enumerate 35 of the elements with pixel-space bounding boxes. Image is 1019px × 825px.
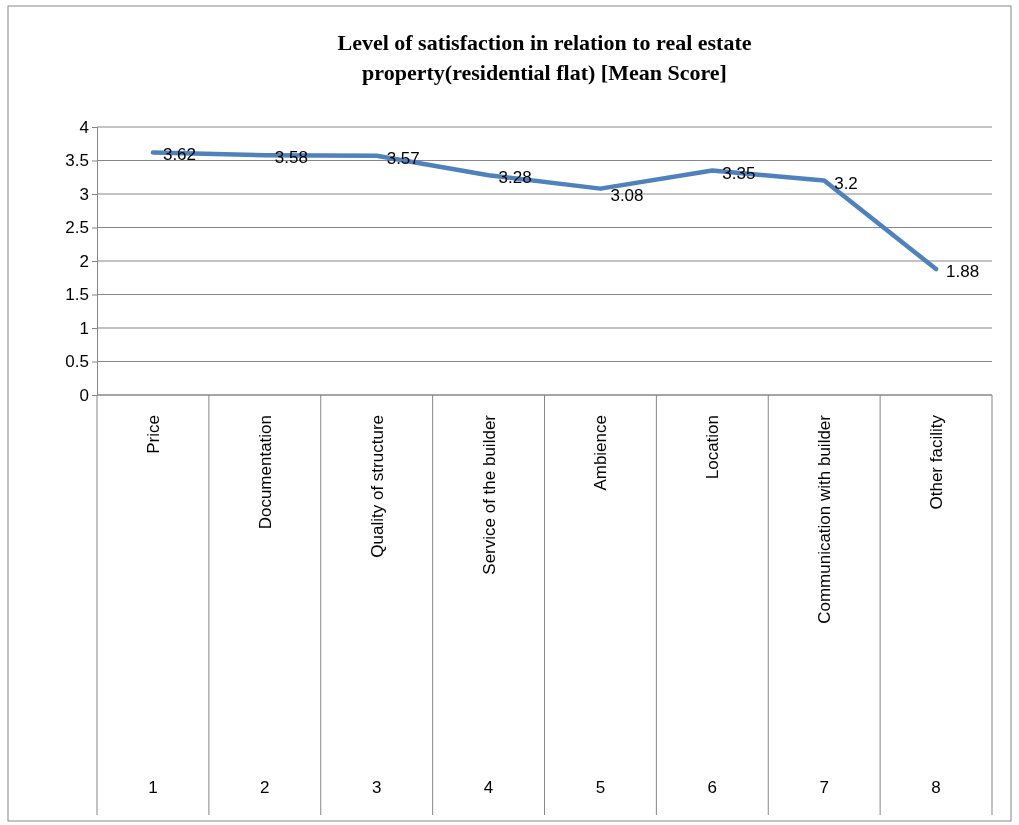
text: 4: [483, 778, 494, 797]
data-label: 3.2: [834, 173, 858, 193]
x-tick-label: Documentation: [255, 415, 275, 530]
data-label: 3.62: [162, 145, 197, 165]
text: 7: [819, 778, 829, 797]
data-label: 3.35: [722, 163, 756, 183]
x-tick-label: Service of the builder: [479, 414, 499, 575]
data-label: 3.08: [610, 185, 644, 205]
text: 8: [931, 778, 941, 797]
data-label: 3.58: [274, 148, 308, 168]
y-tick-label: 2.5: [65, 218, 89, 238]
x-tick-label: Quality of structure: [367, 415, 387, 558]
x-tick-label: Location: [703, 415, 723, 480]
data-label: 1.88: [946, 262, 980, 282]
y-tick-label: 1.5: [65, 285, 89, 305]
text: 3: [371, 778, 382, 797]
text: 6: [707, 778, 718, 797]
chart-title: Level of satisfaction in relation to real estate property(residential flat) [Mean Score]: [337, 30, 752, 85]
data-label: 3.28: [498, 168, 532, 188]
text: 5: [595, 778, 606, 797]
y-tick-label: 3.5: [65, 151, 89, 171]
x-tick-label: Other facility: [927, 414, 947, 510]
x-tick-label: Ambience: [591, 415, 611, 491]
y-tick-label: 3: [79, 184, 89, 204]
x-tick-label: Price: [143, 415, 163, 454]
y-tick-label: 0.5: [65, 352, 89, 372]
y-tick-label: 0: [79, 385, 89, 405]
y-tick-label: 4: [79, 117, 89, 137]
text: 2: [260, 778, 270, 797]
y-tick-label: 2: [79, 251, 89, 271]
x-tick-label: Communication with builder: [815, 414, 835, 624]
data-label: 3.57: [386, 148, 420, 168]
line-series: [150, 150, 939, 272]
text: 1: [148, 778, 158, 797]
y-tick-label: 1: [79, 318, 89, 338]
